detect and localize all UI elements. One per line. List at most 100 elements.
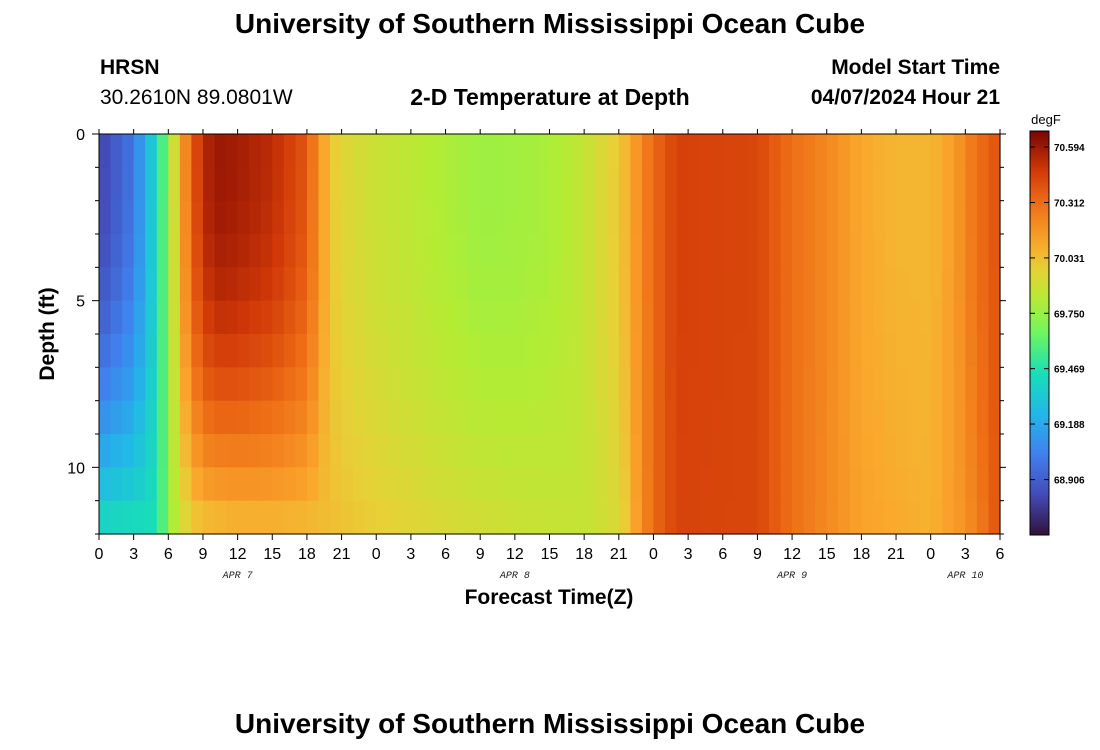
- heatmap-cell: [514, 400, 527, 435]
- heatmap-cell: [572, 367, 585, 402]
- heatmap-cell: [364, 267, 377, 302]
- heatmap-cell: [561, 134, 574, 168]
- heatmap-cell: [722, 167, 735, 202]
- heatmap-cell: [491, 200, 504, 235]
- heatmap-cell: [353, 167, 366, 202]
- heatmap-cell: [907, 467, 920, 502]
- heatmap-cell: [341, 434, 354, 468]
- heatmap-cell: [376, 434, 389, 468]
- heatmap-cell: [572, 300, 585, 335]
- heatmap-cell: [364, 234, 377, 268]
- heatmap-cells: [99, 134, 1001, 535]
- heatmap-cell: [272, 467, 285, 502]
- heatmap-cell: [330, 300, 343, 335]
- heatmap-cell: [884, 267, 897, 302]
- heatmap-cell: [838, 267, 851, 302]
- heatmap-cell: [699, 134, 712, 168]
- station-coords: 30.2610N 89.0801W: [100, 86, 293, 109]
- heatmap-cell: [572, 167, 585, 202]
- heatmap-cell: [353, 500, 366, 535]
- heatmap-cell: [734, 267, 747, 302]
- heatmap-cell: [884, 434, 897, 468]
- heatmap-cell: [110, 234, 123, 268]
- heatmap-cell: [306, 467, 320, 502]
- heatmap-cell: [607, 434, 620, 468]
- heatmap-cell: [537, 334, 551, 368]
- heatmap-cell: [757, 134, 770, 168]
- heatmap-cell: [953, 467, 966, 502]
- heatmap-cell: [584, 134, 597, 168]
- x-tick-label: 12: [783, 546, 801, 563]
- heatmap-cell: [849, 134, 862, 168]
- heatmap-cell: [226, 167, 239, 202]
- heatmap-cell: [156, 500, 169, 535]
- heatmap-cell: [410, 367, 424, 402]
- heatmap-cell: [526, 267, 539, 302]
- heatmap-cell: [595, 500, 608, 535]
- heatmap-cell: [202, 500, 216, 535]
- heatmap-cell: [607, 500, 620, 535]
- heatmap-cell: [526, 234, 539, 268]
- heatmap-cell: [168, 500, 181, 535]
- heatmap-cell: [953, 167, 966, 202]
- heatmap-cell: [561, 434, 574, 468]
- heatmap-cell: [976, 200, 990, 235]
- heatmap-cell: [549, 500, 562, 535]
- heatmap-cell: [99, 200, 112, 235]
- heatmap-cell: [156, 434, 169, 468]
- heatmap-cell: [318, 300, 331, 335]
- heatmap-cell: [826, 134, 839, 168]
- heatmap-cell: [341, 167, 354, 202]
- heatmap-cell: [549, 334, 562, 368]
- heatmap-cell: [595, 134, 608, 168]
- heatmap-cell: [99, 434, 112, 468]
- heatmap-cell: [988, 367, 1001, 402]
- date-label: APR 8: [499, 571, 530, 582]
- heatmap-cell: [676, 467, 689, 502]
- heatmap-cell: [433, 234, 447, 268]
- heatmap-cell: [896, 400, 909, 435]
- heatmap-cell: [168, 267, 181, 302]
- heatmap-cell: [826, 167, 839, 202]
- heatmap-cell: [353, 467, 366, 502]
- heatmap-cell: [630, 234, 643, 268]
- heatmap-cell: [468, 400, 481, 435]
- heatmap-cell: [480, 400, 493, 435]
- heatmap-cell: [433, 267, 447, 302]
- heatmap-cell: [272, 167, 285, 202]
- heatmap-cell: [641, 467, 655, 502]
- heatmap-cell: [965, 267, 978, 302]
- heatmap-cell: [768, 200, 782, 235]
- heatmap-cell: [953, 434, 966, 468]
- heatmap-cell: [249, 234, 262, 268]
- heatmap-cell: [826, 300, 839, 335]
- heatmap-cell: [676, 334, 689, 368]
- heatmap-cell: [745, 334, 759, 368]
- heatmap-cell: [295, 500, 308, 535]
- heatmap-cell: [503, 267, 516, 302]
- heatmap-cell: [826, 434, 839, 468]
- heatmap-cell: [665, 300, 678, 335]
- x-tick-label: 6: [718, 546, 727, 563]
- heatmap-cell: [491, 400, 504, 435]
- heatmap-cell: [711, 267, 724, 302]
- heatmap-cell: [353, 367, 366, 402]
- heatmap-cell: [191, 367, 204, 402]
- heatmap-cell: [919, 300, 932, 335]
- heatmap-cell: [792, 500, 805, 535]
- heatmap-cell: [133, 500, 146, 535]
- heatmap-cell: [226, 334, 239, 368]
- heatmap-cell: [907, 400, 920, 435]
- heatmap-cell: [722, 134, 735, 168]
- heatmap-cell: [711, 134, 724, 168]
- heatmap-cell: [630, 134, 643, 168]
- heatmap-cell: [630, 200, 643, 235]
- heatmap-cell: [965, 167, 978, 202]
- heatmap-cell: [145, 267, 158, 302]
- heatmap-cell: [665, 134, 678, 168]
- plot-title: 2-D Temperature at Depth: [410, 84, 690, 110]
- heatmap-cell: [549, 134, 562, 168]
- heatmap-cell: [561, 500, 574, 535]
- heatmap-cell: [688, 367, 701, 402]
- colorbar-tick-label: 68.906: [1054, 476, 1085, 487]
